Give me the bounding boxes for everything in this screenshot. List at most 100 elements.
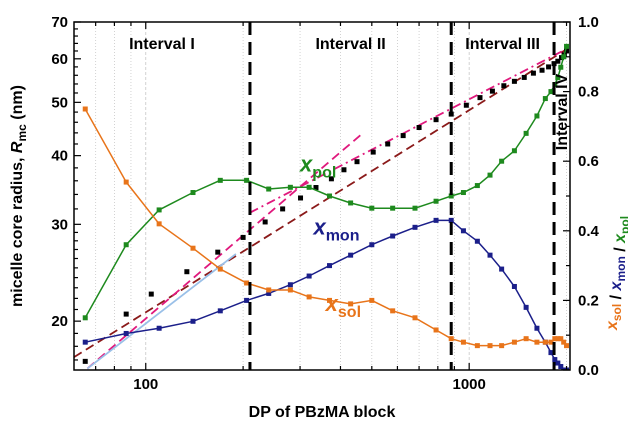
data-point <box>530 70 536 76</box>
data-point <box>499 343 505 349</box>
data-point <box>433 327 439 333</box>
y-left-title-main: micelle core radius, <box>9 153 26 307</box>
data-point <box>448 193 454 199</box>
data-point <box>564 43 570 49</box>
data-point <box>474 343 480 349</box>
data-point <box>546 64 552 70</box>
data-point <box>298 195 304 201</box>
y-left-ticks: 20 30 40 50 60 70 <box>51 14 81 361</box>
data-point <box>400 133 406 139</box>
data-point <box>123 311 129 317</box>
data-point <box>511 148 517 154</box>
interval-boundaries <box>248 22 556 370</box>
data-point <box>564 343 570 349</box>
series-label: xsol <box>325 291 361 321</box>
data-point <box>82 339 88 345</box>
y-right-tick-label: 0.2 <box>578 292 599 309</box>
data-point <box>217 177 223 183</box>
data-point <box>555 58 561 64</box>
y-left-axis-title: micelle core radius, Rmc (nm) <box>9 85 29 307</box>
data-point <box>390 233 396 239</box>
data-point <box>448 217 454 223</box>
data-point <box>460 228 466 234</box>
data-point <box>561 54 567 60</box>
data-point <box>555 360 561 366</box>
data-point <box>463 102 469 108</box>
data-point <box>416 125 422 131</box>
series-label-sub: pol <box>312 165 336 182</box>
data-point <box>548 89 554 95</box>
series-label: xmon <box>312 214 359 244</box>
interval-labels: Interval I Interval II Interval III Interva… <box>129 36 571 150</box>
x-ticks: 100 1000 <box>95 22 568 393</box>
data-point <box>539 67 545 73</box>
data-point <box>548 339 554 345</box>
y-right-tick-label: 1.0 <box>578 14 599 31</box>
data-point <box>156 325 162 331</box>
data-point <box>148 291 154 297</box>
data-point <box>523 336 529 342</box>
interval-label: Interval I <box>129 36 195 53</box>
data-point <box>534 113 540 119</box>
data-point <box>474 183 480 189</box>
data-point <box>287 282 293 288</box>
x-tick-label: 1000 <box>452 376 485 393</box>
data-point <box>327 193 333 199</box>
y-right-title-part: / <box>608 290 625 303</box>
data-point <box>511 283 517 289</box>
data-point <box>412 205 418 211</box>
data-point <box>266 287 272 293</box>
y-left-title-symbol: R <box>9 141 26 153</box>
data-point <box>460 190 466 196</box>
data-point <box>280 206 286 212</box>
y-left-title-unit: (nm) <box>9 85 26 124</box>
data-point <box>474 238 480 244</box>
data-point <box>348 252 354 258</box>
data-point <box>184 269 190 275</box>
data-point <box>240 234 246 240</box>
data-point <box>534 339 540 345</box>
series-label-sub: sol <box>338 304 361 321</box>
data-point <box>156 221 162 227</box>
data-point <box>369 205 375 211</box>
data-point <box>354 159 360 165</box>
data-point <box>190 318 196 324</box>
data-point <box>487 172 493 178</box>
data-point <box>217 308 223 314</box>
data-point <box>156 207 162 213</box>
data-point <box>370 149 376 155</box>
interval-label: Interval IV <box>554 73 571 150</box>
data-point <box>123 242 129 248</box>
y-left-tick-label: 30 <box>51 216 68 233</box>
series-x-mon <box>82 217 570 370</box>
data-point <box>564 48 570 54</box>
data-point <box>341 167 347 173</box>
data-point <box>487 252 493 258</box>
y-right-tick-label: 0.4 <box>578 223 600 240</box>
data-point <box>511 339 517 345</box>
data-point <box>327 297 333 303</box>
data-point <box>555 336 561 342</box>
x-axis-title: DP of PBzMA block <box>249 404 396 421</box>
data-point <box>552 336 558 342</box>
data-point <box>328 176 334 182</box>
data-point <box>548 350 554 356</box>
y-right-title-sub: mon <box>614 256 628 281</box>
data-point <box>499 158 505 164</box>
data-point <box>558 64 564 70</box>
data-point <box>266 290 272 296</box>
series-label: xpol <box>299 152 336 182</box>
y-right-title-part: x <box>604 320 621 331</box>
data-point <box>190 245 196 251</box>
data-point <box>521 74 527 80</box>
data-point <box>501 83 507 89</box>
data-point <box>82 358 88 364</box>
data-point <box>487 343 493 349</box>
data-point <box>448 336 454 342</box>
data-point <box>552 357 558 363</box>
fit-line <box>74 46 570 358</box>
data-point <box>327 263 333 269</box>
y-left-tick-label: 50 <box>51 94 68 111</box>
data-point <box>561 339 567 345</box>
